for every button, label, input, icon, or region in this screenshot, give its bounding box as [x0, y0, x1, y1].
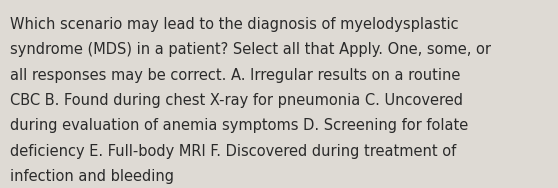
Text: during evaluation of anemia symptoms D. Screening for folate: during evaluation of anemia symptoms D. …	[10, 118, 468, 133]
Text: CBC B. Found during chest X-ray for pneumonia C. Uncovered: CBC B. Found during chest X-ray for pneu…	[10, 93, 463, 108]
Text: deficiency E. Full-body MRI F. Discovered during treatment of: deficiency E. Full-body MRI F. Discovere…	[10, 144, 456, 159]
Text: all responses may be correct. A. Irregular results on a routine: all responses may be correct. A. Irregul…	[10, 68, 460, 83]
Text: infection and bleeding: infection and bleeding	[10, 169, 174, 184]
Text: Which scenario may lead to the diagnosis of myelodysplastic: Which scenario may lead to the diagnosis…	[10, 17, 459, 32]
Text: syndrome (MDS) in a patient? Select all that Apply. One, some, or: syndrome (MDS) in a patient? Select all …	[10, 42, 491, 57]
